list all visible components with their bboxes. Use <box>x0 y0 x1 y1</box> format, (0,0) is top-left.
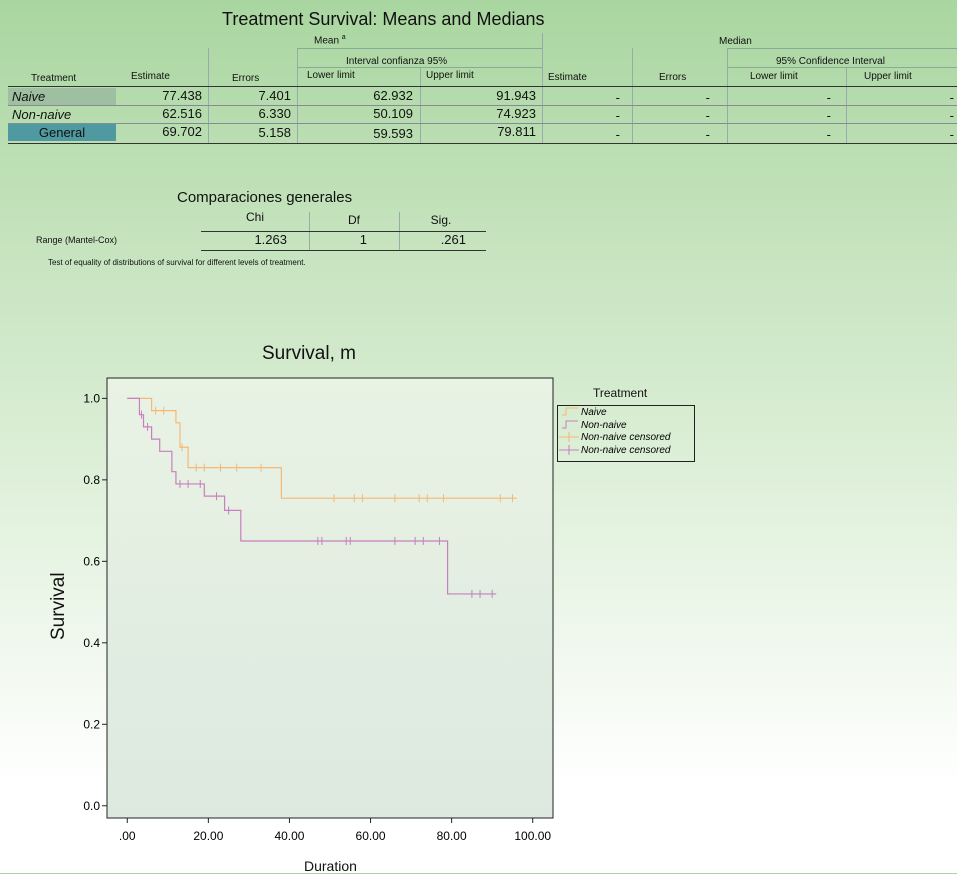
x-tick-label: 20.00 <box>193 829 223 843</box>
col-header-mean-upper: Upper limit <box>426 70 474 81</box>
cell-general-median-errors: - <box>705 127 710 142</box>
legend: Naive Non-naive Non-naive censored Non-n… <box>557 405 695 462</box>
col-header-median-upper: Upper limit <box>864 71 912 82</box>
median-ci-header: 95% Confidence Interval <box>776 56 885 67</box>
x-tick-label: 40.00 <box>274 829 304 843</box>
col-header-mean-lower: Lower limit <box>307 70 355 81</box>
legend-entry-non-naive-censored: Non-naive censored <box>559 445 671 456</box>
cell-naive-median-estimate: - <box>615 90 620 105</box>
legend-entry-naive-censored: Non-naive censored <box>559 432 671 443</box>
table-title: Treatment Survival: Means and Medians <box>222 9 545 29</box>
comparisons-col-chi: Chi <box>245 210 264 224</box>
cell-general-mean-lower: 59.593 <box>373 126 413 141</box>
cell-naive-mean-estimate: 77.438 <box>162 88 202 103</box>
comparisons-title: Comparaciones generales <box>177 189 353 206</box>
cell-general-mean-estimate: 69.702 <box>162 124 202 139</box>
mean-ci-header: Interval confianza 95% <box>346 56 448 67</box>
x-tick-label: 80.00 <box>437 829 467 843</box>
legend-swatch-naive <box>562 407 578 416</box>
col-header-median-estimate: Estimate <box>548 72 587 83</box>
legend-entry-naive: Naive <box>562 407 607 418</box>
cell-non-naive-mean-errors: 6.330 <box>258 106 291 121</box>
cell-non-naive-mean-upper: 74.923 <box>496 106 536 121</box>
mean-group-header: Mean a <box>314 34 346 47</box>
cell-general-mean-errors: 5.158 <box>258 125 291 140</box>
cell-naive-mean-errors: 7.401 <box>258 88 291 103</box>
cell-non-naive-median-lower: - <box>826 108 831 123</box>
cell-general-median-estimate: - <box>615 127 620 142</box>
x-axis-label: Duration <box>304 858 357 874</box>
cell-general-mean-upper: 79.811 <box>497 124 536 139</box>
legend-label-naive: Naive <box>581 407 607 418</box>
cell-naive-median-lower: - <box>826 90 831 105</box>
comparisons-col-df: Df <box>348 213 360 227</box>
legend-label-naive-censored: Non-naive censored <box>581 432 671 443</box>
y-tick-label: 0.0 <box>83 799 100 813</box>
col-header-mean-errors: Errors <box>232 73 260 84</box>
legend-title: Treatment <box>593 386 648 400</box>
plot-area <box>106 377 554 819</box>
legend-swatch-non-naive <box>562 420 578 429</box>
series-line-naive <box>127 397 517 499</box>
comparisons-sig-value: .261 <box>440 232 466 247</box>
col-header-median-lower: Lower limit <box>750 71 798 82</box>
cell-naive-median-errors: - <box>705 90 710 105</box>
comparisons-note: Test of equality of distributions of sur… <box>48 258 306 267</box>
table-row-label-naive: Naive <box>8 88 116 105</box>
axes: .00 20.00 40.00 60.00 80.00 100.00 0.0 0.2 0.4 0.… <box>83 391 551 843</box>
cell-non-naive-mean-lower: 50.109 <box>373 106 413 121</box>
series-line-non-naive <box>127 397 497 595</box>
col-header-median-errors: Errors <box>659 72 687 83</box>
legend-box <box>557 405 695 462</box>
cell-naive-mean-upper: 91.943 <box>496 88 536 103</box>
series-layer <box>127 397 517 598</box>
legend-swatch-non-naive-censored <box>559 445 579 455</box>
col-header-treatment: Treatment <box>31 73 77 84</box>
x-tick-label: 100.00 <box>514 829 551 843</box>
median-group-header: Median <box>719 36 752 47</box>
cell-general-median-upper: - <box>949 127 954 142</box>
table-row-label-non-naive: Non-naive <box>12 107 72 122</box>
cell-naive-median-upper: - <box>949 90 954 105</box>
x-tick-label: .00 <box>119 829 136 843</box>
comparisons-row-label: Range (Mantel-Cox) <box>36 235 118 245</box>
x-tick-label: 60.00 <box>356 829 386 843</box>
cell-non-naive-mean-estimate: 62.516 <box>162 106 202 121</box>
table-row-label-general: General <box>8 124 116 141</box>
cell-naive-mean-lower: 62.932 <box>373 88 413 103</box>
cell-non-naive-median-errors: - <box>705 108 710 123</box>
comparisons-df-value: 1 <box>359 232 367 247</box>
cell-non-naive-median-estimate: - <box>615 108 620 123</box>
legend-entry-non-naive: Non-naive <box>562 420 627 431</box>
y-tick-label: 0.4 <box>83 636 100 650</box>
y-tick-label: 1.0 <box>83 391 100 405</box>
legend-label-non-naive: Non-naive <box>581 420 627 431</box>
comparisons-chi-value: 1.263 <box>254 232 287 247</box>
cell-general-median-lower: - <box>826 127 831 142</box>
legend-swatch-naive-censored <box>559 432 579 442</box>
legend-label-non-naive-censored: Non-naive censored <box>581 445 671 456</box>
col-header-mean-estimate: Estimate <box>131 71 170 82</box>
comparisons-col-sig: Sig. <box>430 213 452 227</box>
y-tick-label: 0.6 <box>83 554 100 568</box>
chart-title: Survival, m <box>262 343 356 364</box>
cell-non-naive-median-upper: - <box>949 108 954 123</box>
y-tick-label: 0.2 <box>83 717 100 731</box>
y-tick-label: 0.8 <box>83 473 100 487</box>
